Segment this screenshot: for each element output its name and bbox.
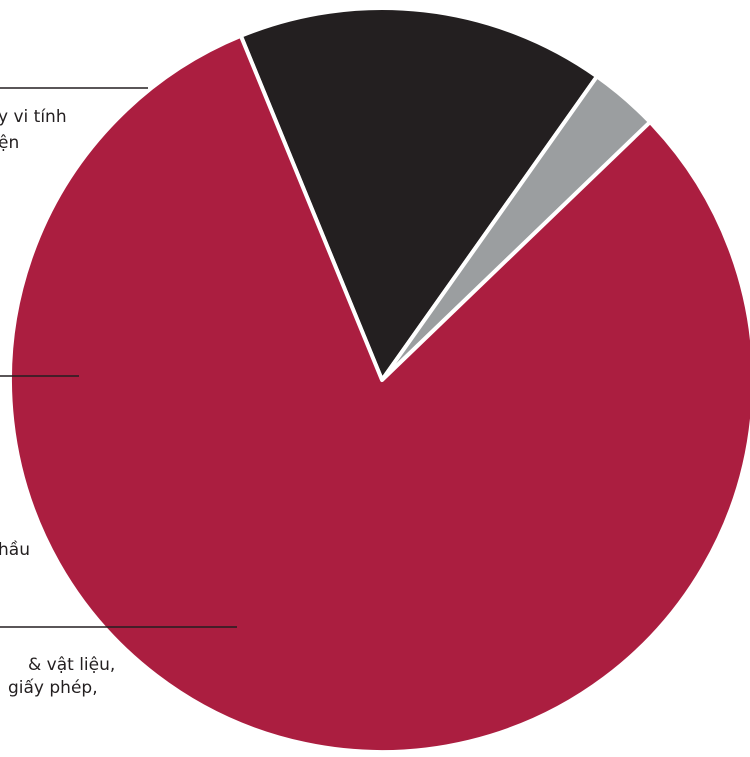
label-materials-line-2: giấy phép,: [8, 677, 98, 698]
label-computers-line-2: ện: [0, 133, 19, 153]
pie-slice-0: [238, 6, 599, 382]
pie-slice-3: [8, 33, 750, 754]
label-materials-line-1: & vật liệu,: [28, 655, 115, 675]
pie-slices: [8, 6, 750, 754]
pie-callouts: y vi tính ện hầu & vật liệu, giấy phép,: [0, 87, 237, 698]
label-requirements: hầu: [0, 539, 30, 560]
label-computers: y vi tính ện: [0, 107, 67, 153]
label-computers-line-1: y vi tính: [0, 107, 67, 127]
label-materials: & vật liệu, giấy phép,: [8, 655, 115, 698]
